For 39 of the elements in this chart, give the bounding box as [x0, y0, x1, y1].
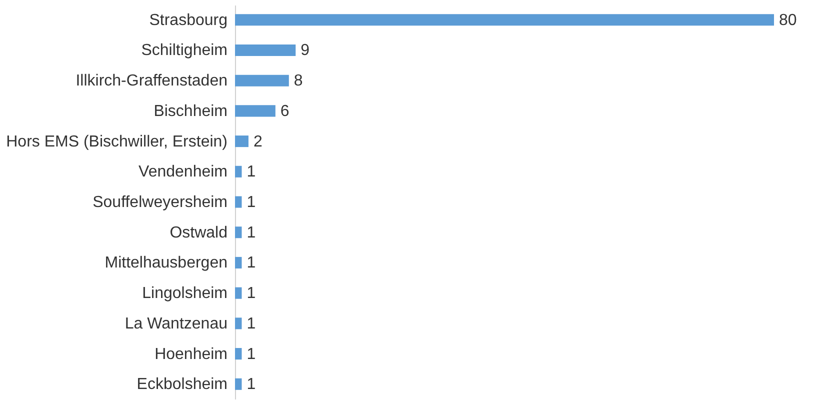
data-label: 1: [246, 346, 256, 363]
y-tick-label: Eckbolsheim: [136, 376, 228, 394]
bar: [235, 136, 248, 148]
y-tick-label: Hoenheim: [154, 346, 228, 363]
data-label: 9: [300, 42, 310, 60]
y-tick-label: Souffelweyersheim: [92, 194, 228, 211]
y-tick-label: Hors EMS (Bischwiller, Erstein): [6, 133, 228, 150]
data-label: 8: [294, 72, 303, 90]
y-tick-label: Vendenheim: [138, 164, 228, 181]
y-tick-label: Illkirch-Graffenstaden: [76, 72, 228, 90]
bar: [235, 44, 296, 56]
y-tick-label: Schiltigheim: [141, 42, 228, 60]
data-label: 1: [246, 194, 256, 211]
bar: [235, 287, 242, 299]
data-label: 1: [246, 224, 256, 242]
bar: [235, 318, 242, 330]
y-tick-label: La Wantzenau: [124, 315, 228, 332]
data-label: 2: [253, 133, 262, 150]
data-label: 1: [246, 285, 256, 302]
bar: [235, 14, 774, 26]
bar: [235, 256, 242, 268]
y-tick-label: Lingolsheim: [142, 285, 228, 302]
bar: [235, 166, 242, 178]
data-label: 80: [779, 12, 797, 29]
data-label: 1: [246, 315, 256, 332]
data-label: 1: [246, 164, 256, 181]
data-label: 1: [246, 254, 256, 272]
bar: [235, 105, 276, 117]
data-label: 6: [280, 102, 290, 120]
data-label: 1: [246, 376, 256, 394]
bar: [235, 226, 242, 238]
bar: [235, 378, 242, 390]
y-tick-label: Ostwald: [170, 224, 228, 242]
bar: [235, 74, 289, 86]
y-tick-label: Bischheim: [154, 102, 228, 120]
y-tick-label: Strasbourg: [149, 12, 228, 29]
bar: [235, 348, 242, 360]
bar: [235, 196, 242, 208]
y-tick-label: Mittelhausbergen: [104, 254, 228, 272]
